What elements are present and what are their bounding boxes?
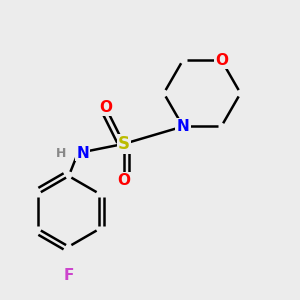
Text: N: N: [177, 119, 189, 134]
Text: N: N: [76, 146, 89, 160]
Text: O: O: [99, 100, 112, 115]
Text: O: O: [117, 173, 130, 188]
Text: O: O: [215, 52, 228, 68]
Text: H: H: [56, 147, 66, 160]
Text: F: F: [64, 268, 74, 283]
Text: S: S: [118, 135, 130, 153]
